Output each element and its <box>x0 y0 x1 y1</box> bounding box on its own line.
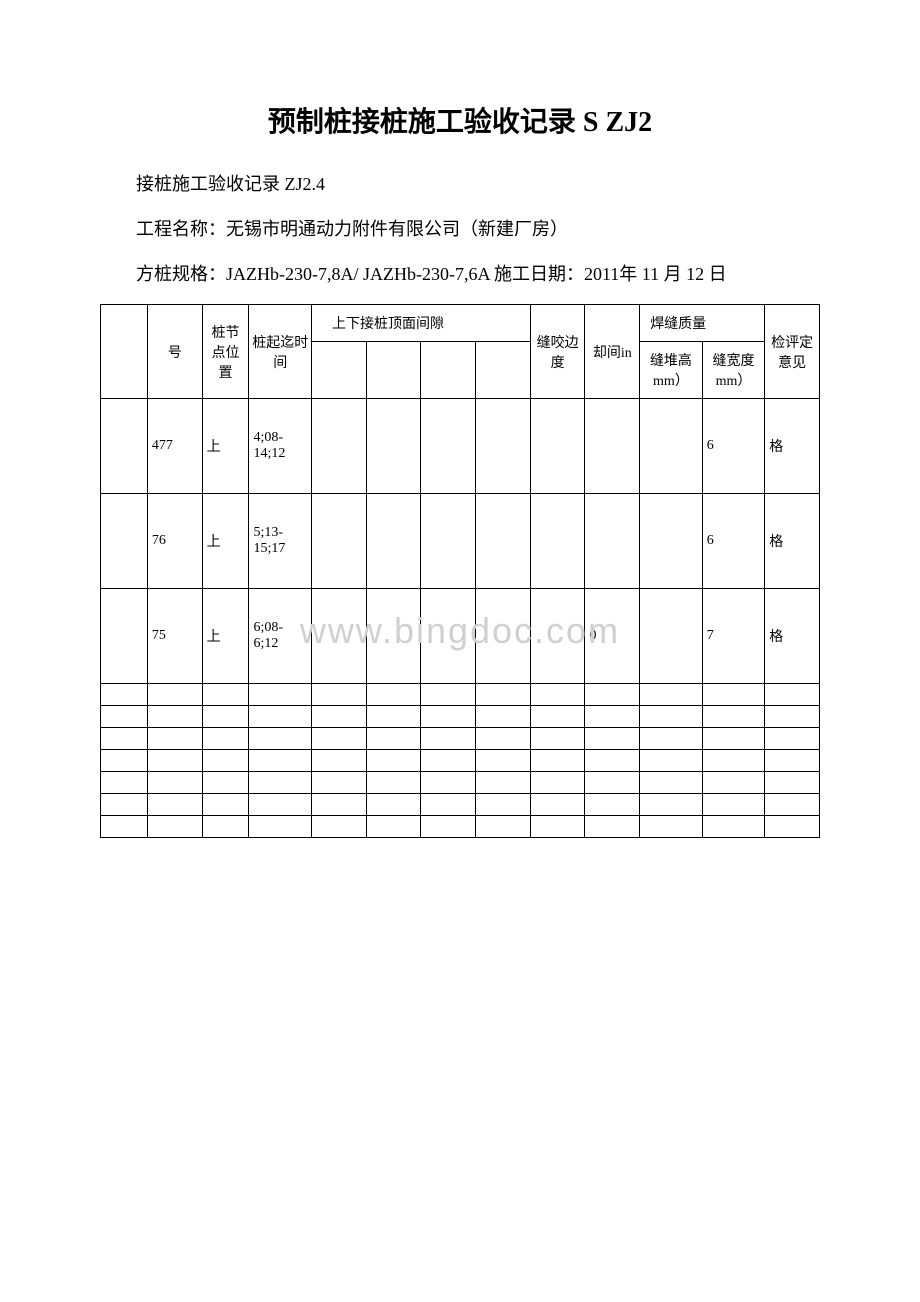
header-weld-quality: 焊缝质量 <box>640 305 765 342</box>
cell-time: 4;08-14;12 <box>249 399 312 494</box>
page-title: 预制桩接桩施工验收记录 S ZJ2 <box>100 100 820 140</box>
cell <box>421 494 476 589</box>
header-seam-height: 缝堆高mm） <box>640 342 703 399</box>
cell: 0 <box>585 589 640 684</box>
cell <box>640 494 703 589</box>
cell: 格 <box>765 589 820 684</box>
table-row <box>101 816 820 838</box>
table-row: 75 上 6;08-6;12 0 7 格 <box>101 589 820 684</box>
cell-no: 76 <box>147 494 202 589</box>
header-no: 号 <box>147 305 202 399</box>
cell-time: 6;08-6;12 <box>249 589 312 684</box>
cell <box>366 494 421 589</box>
header-top-gap: 上下接桩顶面间隙 <box>311 305 530 342</box>
table-row: 76 上 5;13-15;17 6 格 <box>101 494 820 589</box>
cell <box>311 494 366 589</box>
cell: 6 <box>702 494 765 589</box>
cell: 7 <box>702 589 765 684</box>
cell: 格 <box>765 399 820 494</box>
cell-no: 477 <box>147 399 202 494</box>
cell <box>476 589 531 684</box>
header-pile-pos: 桩节点位置 <box>202 305 249 399</box>
header-seam-bite: 缝咬边度 <box>530 305 585 399</box>
header-gap-1 <box>311 342 366 399</box>
cell <box>476 399 531 494</box>
inspection-table-container: 号 桩节点位置 桩起迄时间 上下接桩顶面间隙 缝咬边度 却间in 焊缝质量 检评… <box>100 304 820 838</box>
cell: 6 <box>702 399 765 494</box>
header-blank-0 <box>101 305 148 399</box>
cell <box>311 589 366 684</box>
cell-pos: 上 <box>202 399 249 494</box>
cell-blank <box>101 589 148 684</box>
cell-pos: 上 <box>202 589 249 684</box>
table-row <box>101 728 820 750</box>
header-cool-time: 却间in <box>585 305 640 399</box>
cell <box>311 399 366 494</box>
subtitle-line: 接桩施工验收记录 ZJ2.4 <box>100 170 820 199</box>
table-row <box>101 706 820 728</box>
header-inspect: 检评定意见 <box>765 305 820 399</box>
cell-no: 75 <box>147 589 202 684</box>
cell <box>530 494 585 589</box>
cell <box>585 399 640 494</box>
table-row: 477 上 4;08-14;12 6 格 <box>101 399 820 494</box>
inspection-table: 号 桩节点位置 桩起迄时间 上下接桩顶面间隙 缝咬边度 却间in 焊缝质量 检评… <box>100 304 820 838</box>
table-row <box>101 684 820 706</box>
cell <box>421 399 476 494</box>
cell-blank <box>101 494 148 589</box>
cell-pos: 上 <box>202 494 249 589</box>
cell <box>366 589 421 684</box>
cell <box>530 589 585 684</box>
header-seam-width: 缝宽度mm） <box>702 342 765 399</box>
table-row <box>101 794 820 816</box>
cell-time: 5;13-15;17 <box>249 494 312 589</box>
cell <box>476 494 531 589</box>
cell-blank <box>101 399 148 494</box>
project-name-line: 工程名称：无锡市明通动力附件有限公司（新建厂房） <box>100 215 820 244</box>
cell <box>585 494 640 589</box>
header-row-1: 号 桩节点位置 桩起迄时间 上下接桩顶面间隙 缝咬边度 却间in 焊缝质量 检评… <box>101 305 820 342</box>
header-gap-4 <box>476 342 531 399</box>
cell <box>366 399 421 494</box>
header-gap-3 <box>421 342 476 399</box>
header-pile-time: 桩起迄时间 <box>249 305 312 399</box>
header-gap-2 <box>366 342 421 399</box>
table-row <box>101 750 820 772</box>
cell: 格 <box>765 494 820 589</box>
cell <box>530 399 585 494</box>
cell <box>421 589 476 684</box>
table-row <box>101 772 820 794</box>
spec-date-line: 方桩规格：JAZHb-230-7,8A/ JAZHb-230-7,6A 施工日期… <box>100 260 820 289</box>
cell <box>640 399 703 494</box>
cell <box>640 589 703 684</box>
